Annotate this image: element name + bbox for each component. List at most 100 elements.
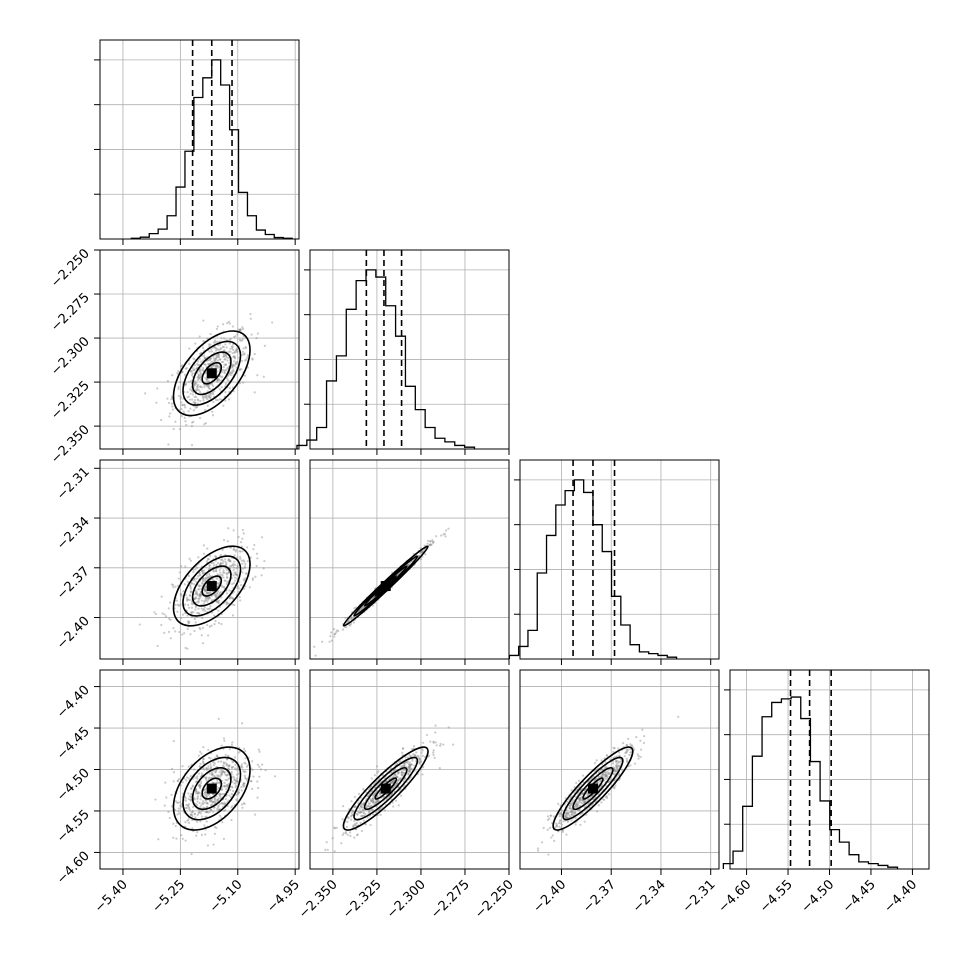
sample-point	[172, 586, 175, 589]
sample-point	[208, 596, 211, 599]
sample-point	[208, 625, 211, 628]
x-tick-label: −2.275	[428, 877, 473, 922]
sample-point	[216, 573, 219, 576]
sample-point	[393, 773, 397, 776]
sample-point	[202, 399, 205, 402]
sample-point	[194, 788, 197, 792]
x-tick-label: −2.325	[340, 877, 385, 922]
sample-point	[183, 632, 186, 635]
sample-point	[351, 810, 355, 813]
x-tick-label: −2.31	[680, 877, 719, 916]
sample-point	[227, 350, 230, 353]
sample-point	[226, 774, 229, 777]
sample-point	[220, 558, 223, 562]
sample-point	[607, 772, 611, 775]
sample-point	[376, 800, 379, 803]
sample-point	[176, 801, 179, 804]
sample-point	[390, 781, 393, 784]
sample-point	[212, 569, 215, 572]
sample-point	[330, 631, 333, 634]
sample-point	[239, 541, 243, 544]
sample-point	[234, 351, 237, 354]
sample-point	[160, 623, 163, 627]
sample-point	[536, 849, 540, 852]
sample-point	[623, 755, 626, 758]
sample-point	[604, 773, 607, 777]
sample-point	[177, 807, 180, 810]
sample-point	[203, 354, 206, 358]
sample-point	[368, 810, 371, 813]
sample-point	[154, 612, 158, 616]
sample-point	[215, 354, 218, 357]
sample-point	[190, 793, 193, 796]
sample-point	[605, 796, 609, 800]
sample-point	[194, 406, 197, 409]
sample-point	[615, 764, 618, 768]
sample-point	[568, 804, 571, 807]
sample-point	[330, 639, 333, 642]
sample-point	[211, 391, 214, 395]
sample-point	[404, 777, 407, 780]
sample-point	[361, 808, 364, 811]
sample-point	[362, 809, 365, 812]
sample-point	[213, 594, 216, 597]
panel-frame	[99, 669, 300, 870]
sample-point	[206, 596, 209, 600]
sample-point	[368, 786, 372, 790]
sample-point	[349, 623, 353, 626]
histogram-1	[296, 269, 476, 449]
sample-point	[452, 743, 455, 746]
sample-point	[183, 373, 187, 376]
sample-point	[239, 599, 242, 602]
sample-point	[557, 822, 561, 825]
sample-point	[206, 607, 209, 610]
sample-point	[213, 358, 216, 362]
sample-point	[615, 766, 618, 769]
sample-point	[213, 797, 216, 800]
sample-point	[570, 810, 573, 814]
sample-point	[573, 805, 576, 809]
sample-point	[236, 780, 239, 783]
sample-point	[198, 785, 201, 788]
sample-point	[205, 801, 209, 804]
sample-point	[211, 578, 214, 581]
sample-point	[191, 811, 194, 814]
sample-point	[546, 818, 550, 821]
sample-point	[226, 576, 229, 579]
sample-point	[208, 387, 211, 390]
sample-point	[222, 355, 225, 358]
sample-point	[206, 802, 209, 805]
sample-point	[208, 554, 212, 558]
sample-point	[254, 575, 257, 578]
sample-point	[220, 816, 223, 820]
sample-point	[568, 798, 571, 801]
sample-point	[170, 398, 173, 401]
sample-point	[642, 741, 646, 745]
sample-point	[193, 598, 196, 601]
sample-point	[421, 754, 424, 757]
sample-point	[206, 576, 209, 579]
sample-point	[612, 750, 615, 753]
panel-2-0: −2.40−2.37−2.34−2.31	[54, 459, 300, 665]
sample-point	[205, 815, 208, 818]
sample-point	[401, 751, 404, 754]
sample-point	[569, 810, 572, 814]
sample-point	[238, 595, 241, 599]
sample-point	[601, 775, 604, 778]
sample-point	[406, 761, 409, 764]
sample-point	[225, 356, 228, 359]
sample-point	[211, 384, 215, 388]
sample-point	[208, 776, 211, 779]
sample-point	[210, 392, 213, 395]
sample-point	[633, 748, 636, 751]
sample-point	[207, 385, 210, 388]
y-tick-label: −2.37	[54, 564, 93, 603]
sample-point	[191, 421, 194, 424]
sample-point	[167, 630, 171, 633]
sample-point	[595, 799, 598, 802]
sample-point	[428, 544, 431, 547]
sample-point	[372, 800, 375, 803]
sample-point	[241, 571, 244, 574]
sample-point	[331, 837, 334, 840]
sample-point	[159, 418, 163, 422]
